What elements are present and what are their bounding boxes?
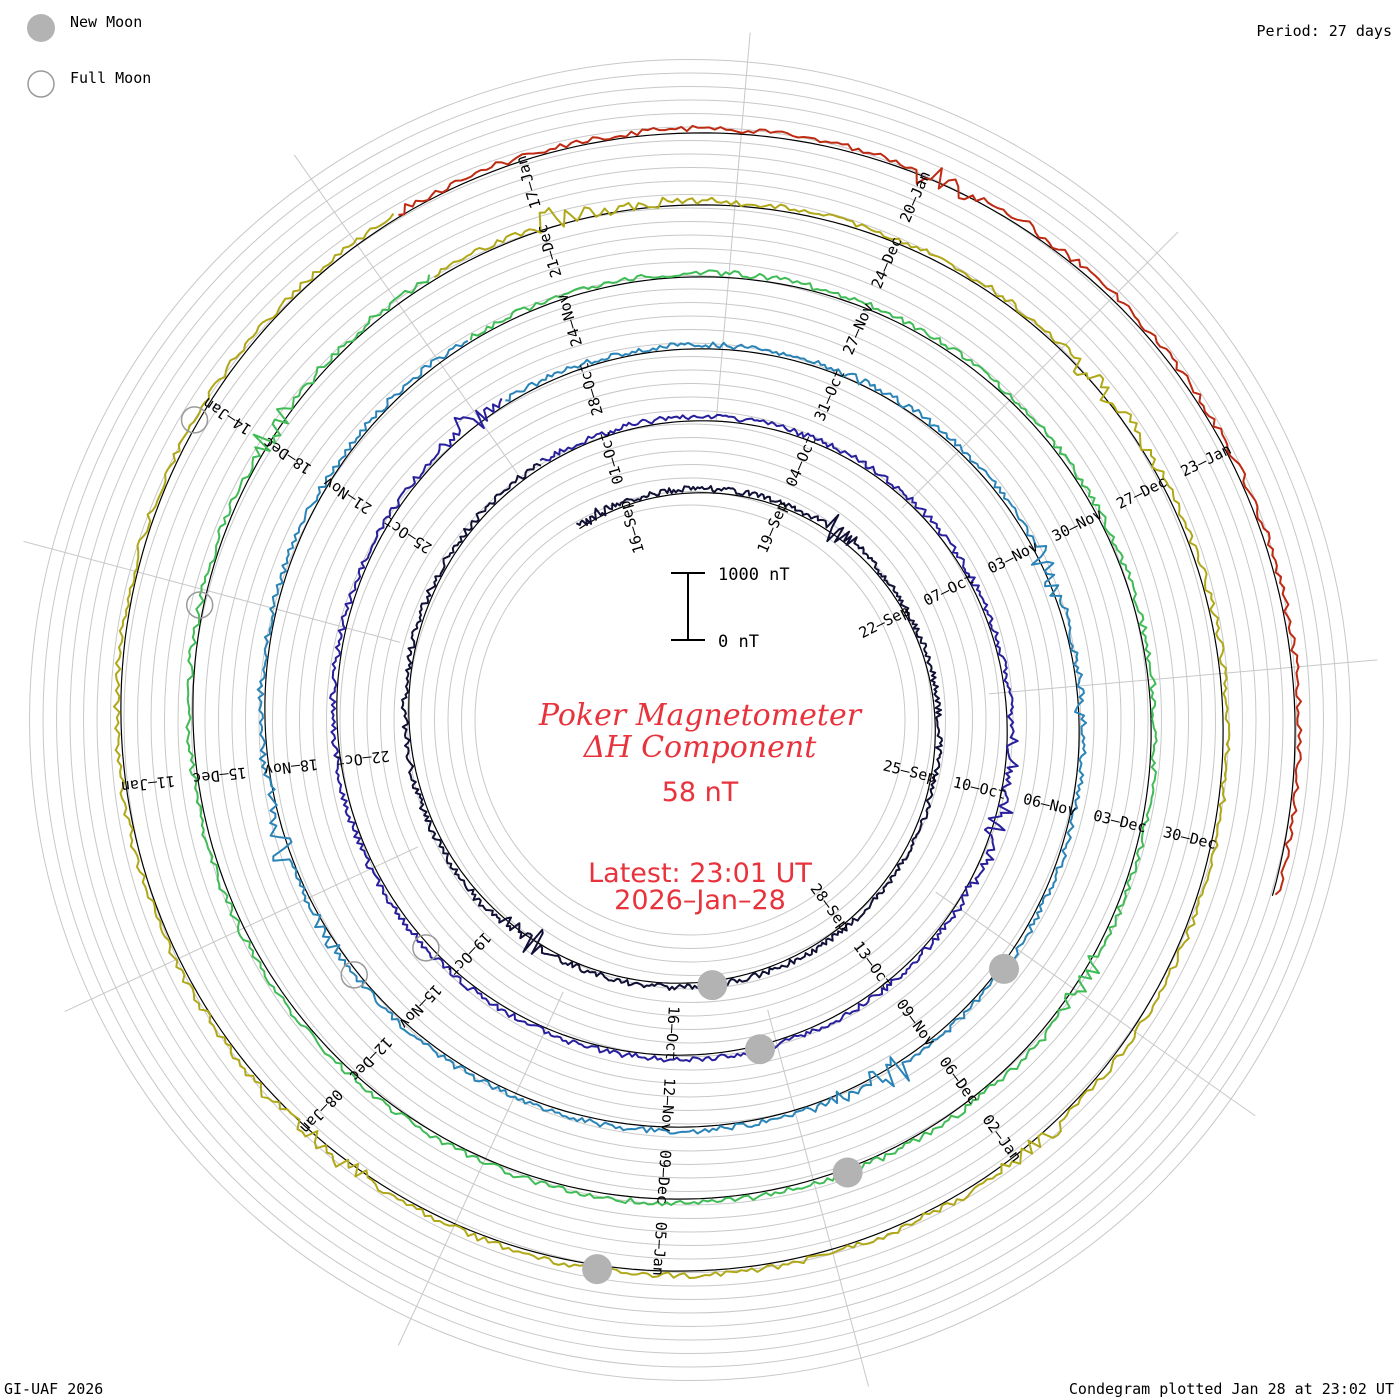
full-moon-marker: [412, 934, 440, 962]
date-label: 15–Nov: [395, 981, 445, 1033]
grid-ring: [164, 194, 1216, 1246]
grid-ring: [218, 248, 1162, 1192]
rotation-series-line: [398, 124, 1303, 896]
data-series: [113, 124, 1303, 1279]
new-moon-marker: [745, 1034, 775, 1065]
moon-legend: [27, 14, 55, 98]
grid-ring: [137, 167, 1243, 1273]
grid-ring: [56, 86, 1324, 1354]
spoke-line: [293, 154, 519, 475]
date-label: 30–Nov: [1049, 505, 1106, 545]
current-value: 58 nT: [661, 777, 739, 808]
grid-ring: [339, 369, 1041, 1071]
grid-ring: [380, 410, 1000, 1030]
date-label: 05–Jan: [649, 1221, 670, 1276]
date-label: 21–Dec: [533, 223, 566, 280]
date-label: 18–Dec: [260, 433, 315, 478]
date-label: 28–Oct: [574, 361, 607, 418]
grid-ring: [393, 423, 987, 1017]
grid-ring: [366, 396, 1014, 1044]
new-moon-marker: [989, 953, 1019, 984]
chart-title-line1: Poker Magnetometer: [538, 698, 862, 733]
grid-ring: [69, 99, 1311, 1341]
grid-ring: [299, 329, 1081, 1111]
grid-ring: [285, 315, 1095, 1125]
grid-ring: [150, 180, 1230, 1260]
scale-bar: 1000 nT 0 nT: [671, 565, 790, 652]
latest-date: 2026–Jan–28: [614, 885, 786, 916]
grid-ring: [434, 464, 946, 976]
grid-ring: [110, 140, 1270, 1300]
new-moon-marker: [582, 1254, 613, 1285]
grid-rings: [29, 59, 1351, 1381]
grid-ring: [447, 477, 933, 963]
full-moon-label: Full Moon: [70, 69, 152, 87]
new-moon-label: New Moon: [70, 13, 143, 31]
reference-line: [120, 132, 1296, 1272]
scale-bar-bottom-label: 0 nT: [718, 632, 759, 652]
footer-credit: GI-UAF 2026: [4, 1380, 104, 1398]
grid-ring: [123, 153, 1257, 1287]
rotation-series-line: [113, 196, 1231, 1279]
grid-ring: [204, 234, 1176, 1206]
grid-ring: [231, 261, 1149, 1179]
footer-plot-time: Condegram plotted Jan 28 at 23:02 UT: [1068, 1380, 1394, 1398]
full-moon-marker: [185, 591, 214, 619]
grid-ring: [29, 59, 1351, 1381]
new-moon-marker: [697, 970, 728, 1001]
spoke-line: [397, 991, 564, 1346]
moon-markers: [180, 406, 1019, 1285]
date-label: 12–Dec: [346, 1033, 396, 1085]
spoke-line: [23, 540, 401, 643]
date-label: 31–Oct: [811, 367, 849, 424]
rotation-series-line: [185, 269, 1158, 1207]
date-label: 22–Sep: [856, 602, 913, 642]
chart-title-line2: ΔH Component: [583, 730, 817, 765]
rotation-series-line: [256, 339, 1088, 1135]
grid-ring: [177, 207, 1203, 1233]
date-label: 17–Jan: [512, 154, 545, 211]
grid-ring: [42, 72, 1338, 1368]
grid-ring: [353, 383, 1027, 1057]
full-moon-marker: [340, 961, 368, 989]
grid-ring: [258, 288, 1122, 1152]
new-moon-marker: [832, 1157, 863, 1188]
grid-ring: [245, 275, 1135, 1165]
date-label: 20–Jan: [896, 168, 934, 225]
date-label: 25–Oct: [380, 512, 435, 557]
grid-ring: [191, 221, 1189, 1219]
rotation-series-line: [329, 397, 1019, 1063]
spoke-line: [988, 659, 1378, 695]
latest-time: Latest: 23:01 UT: [588, 858, 812, 889]
date-label: 09–Nov: [893, 995, 940, 1049]
full-moon-icon: [27, 70, 55, 98]
date-label: 09–Dec: [653, 1149, 674, 1204]
new-moon-icon: [27, 14, 55, 42]
rotation-series-line: [400, 463, 943, 991]
date-label: 01–Oct: [595, 429, 628, 486]
reference-spiral: [120, 132, 1296, 1272]
spoke-line: [715, 32, 751, 422]
spoke-line: [767, 1009, 870, 1387]
grid-ring: [461, 491, 919, 949]
spoke-line: [901, 231, 1179, 509]
date-label: 16–Sep: [615, 498, 648, 555]
full-moon-marker: [180, 406, 209, 434]
date-label: 23–Jan: [1178, 440, 1235, 480]
period-label: Period: 27 days: [1256, 22, 1392, 40]
grid-ring: [420, 450, 960, 990]
spoke-line: [935, 891, 1256, 1117]
date-label: 16–Oct: [662, 1006, 683, 1061]
grid-ring: [474, 504, 906, 936]
spoke-line: [64, 846, 419, 1013]
scale-bar-top-label: 1000 nT: [718, 565, 790, 585]
date-label: 12–Nov: [658, 1077, 679, 1132]
date-label: 03–Nov: [985, 537, 1042, 577]
grid-ring: [272, 302, 1108, 1138]
grid-ring: [326, 356, 1054, 1084]
date-label: 30–Dec: [1161, 823, 1218, 853]
date-label: 14–Jan: [200, 394, 255, 439]
date-label: 24–Nov: [553, 292, 586, 349]
